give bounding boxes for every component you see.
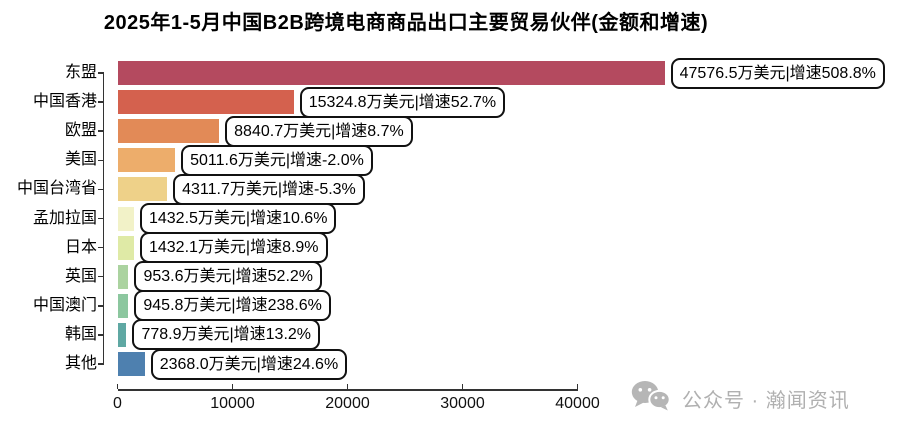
y-tick	[97, 246, 103, 249]
x-tick-label: 20000	[325, 395, 370, 412]
y-tick	[97, 363, 103, 365]
x-tick-label: 0	[113, 395, 122, 412]
x-tick-label: 30000	[440, 395, 485, 412]
category-label: 中国香港	[32, 93, 97, 111]
bar-value-label: 945.8万美元|增速238.6%	[134, 290, 331, 322]
bar	[117, 235, 134, 260]
category-label: 中国澳门	[32, 296, 97, 314]
bar	[117, 61, 665, 85]
category-label: 英国	[64, 267, 97, 285]
category-label: 中国台湾省	[16, 180, 97, 198]
y-tick	[97, 72, 103, 74]
x-axis-line	[117, 389, 578, 391]
category-label: 美国	[64, 151, 97, 169]
bar	[117, 293, 129, 318]
y-tick	[97, 130, 103, 132]
wechat-icon	[630, 380, 672, 416]
y-tick	[97, 275, 103, 278]
bar	[117, 264, 129, 289]
watermark: 公众号 · 瀚闻资讯	[630, 380, 850, 416]
category-label: 日本	[64, 238, 97, 256]
bar-value-label: 47576.5万美元|增速508.8%	[670, 57, 885, 89]
x-tick	[461, 384, 464, 389]
y-axis-spine	[102, 72, 104, 365]
x-tick-label: 10000	[210, 395, 255, 412]
x-tick	[116, 384, 119, 389]
bar-value-label: 8840.7万美元|增速8.7%	[225, 115, 413, 147]
bar-value-label: 953.6万美元|增速52.2%	[134, 261, 323, 293]
x-tick	[346, 384, 349, 389]
x-tick	[576, 384, 579, 389]
y-tick	[97, 217, 103, 220]
category-label: 欧盟	[64, 122, 97, 140]
chart-title: 2025年1-5月中国B2B跨境电商商品出口主要贸易伙伴(金额和增速)	[103, 12, 709, 34]
bar	[117, 177, 168, 202]
bar	[117, 352, 145, 376]
category-label: 孟加拉国	[32, 209, 97, 227]
bar	[117, 322, 127, 347]
y-tick	[97, 159, 103, 162]
y-tick	[97, 334, 103, 336]
bar-value-label: 2368.0万美元|增速24.6%	[150, 348, 348, 380]
category-label: 东盟	[64, 64, 97, 81]
watermark-text: 公众号 · 瀚闻资讯	[682, 389, 850, 412]
bar	[117, 206, 134, 231]
bar-value-label: 1432.1万美元|增速8.9%	[139, 232, 328, 264]
bar	[117, 148, 176, 173]
y-tick	[97, 305, 103, 307]
bar-value-label: 5011.6万美元|增速-2.0%	[181, 144, 373, 176]
x-tick	[231, 384, 234, 389]
y-tick	[97, 188, 103, 191]
bar	[117, 90, 294, 115]
bar-value-label: 15324.8万美元|增速52.7%	[299, 86, 506, 118]
x-tick-label: 40000	[555, 395, 600, 412]
category-label: 其他	[64, 355, 97, 372]
bar-value-label: 1432.5万美元|增速10.6%	[139, 203, 337, 234]
bar-value-label: 4311.7万美元|增速-5.3%	[173, 173, 365, 205]
y-tick	[97, 101, 103, 103]
bar-value-label: 778.9万美元|增速13.2%	[132, 319, 321, 351]
bar	[117, 119, 220, 144]
category-label: 韩国	[64, 325, 97, 343]
